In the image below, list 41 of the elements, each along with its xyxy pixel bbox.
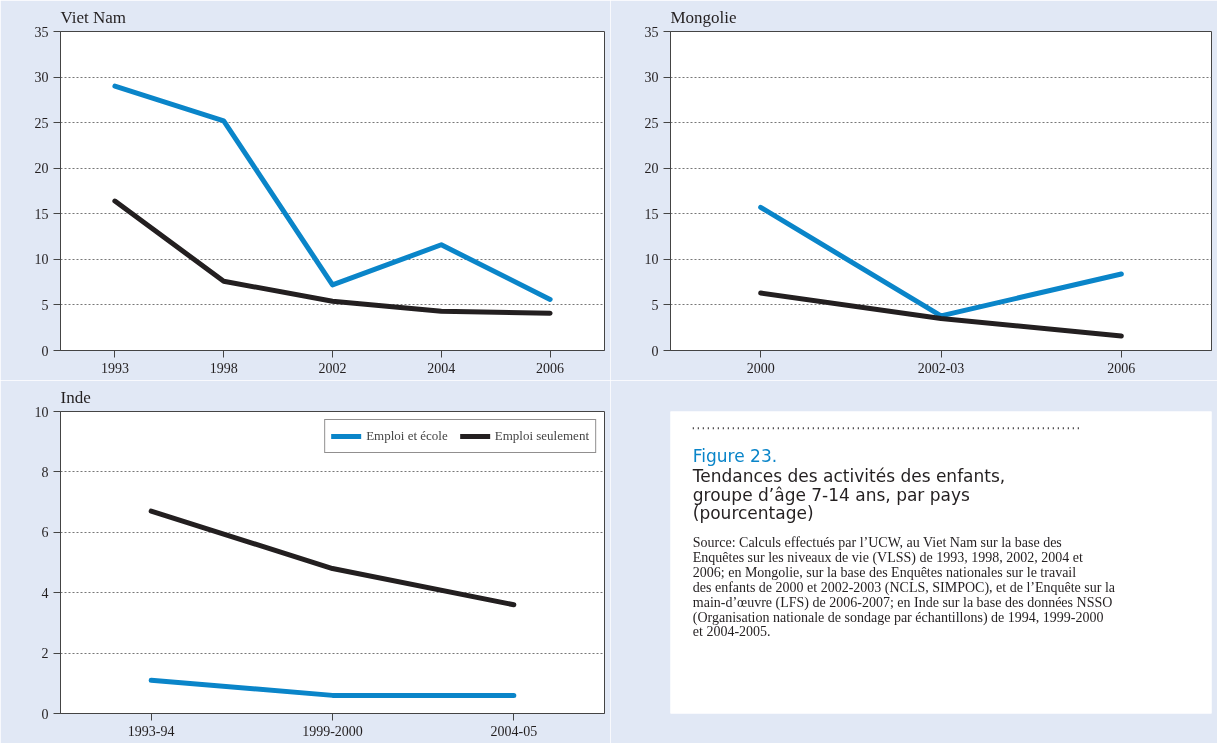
x-tick-label: 2004-05 xyxy=(490,723,538,739)
x-tick-label: 2002 xyxy=(318,360,347,376)
chart-title: Viet Nam xyxy=(60,7,127,27)
x-tick-label: 2000 xyxy=(746,360,775,376)
y-tick-label: 0 xyxy=(41,706,49,722)
y-tick-label: 5 xyxy=(651,297,659,313)
x-tick-label: 1998 xyxy=(209,360,238,376)
x-tick-label: 1993-94 xyxy=(127,723,175,739)
y-tick-label: 15 xyxy=(644,206,659,222)
y-tick-label: 8 xyxy=(41,464,49,480)
chart-title: Mongolie xyxy=(670,7,737,27)
chart-title: Inde xyxy=(60,387,91,407)
x-tick-label: 1999-2000 xyxy=(302,723,363,739)
y-tick-label: 0 xyxy=(651,343,659,359)
y-tick-label: 10 xyxy=(34,404,49,420)
y-tick-label: 10 xyxy=(34,252,49,268)
y-tick-label: 30 xyxy=(34,70,49,86)
y-tick-label: 25 xyxy=(34,115,49,131)
y-tick-label: 10 xyxy=(644,252,659,268)
y-tick-label: 6 xyxy=(41,525,49,541)
x-tick-label: 2006 xyxy=(1107,360,1136,376)
legend-label: Emploi et école xyxy=(366,428,448,444)
y-tick-label: 25 xyxy=(644,115,659,131)
text: Figure 23. xyxy=(692,446,778,467)
x-tick-label: 2004 xyxy=(427,360,456,376)
y-tick-label: 35 xyxy=(644,24,659,40)
y-tick-label: 2 xyxy=(41,646,49,662)
y-tick-label: 4 xyxy=(41,585,49,601)
y-tick-label: 20 xyxy=(644,161,659,177)
legend-label: Emploi seulement xyxy=(494,428,589,444)
y-tick-label: 35 xyxy=(34,24,49,40)
y-tick-label: 0 xyxy=(41,343,49,359)
y-tick-label: 20 xyxy=(34,161,49,177)
text: Tendances des activités des enfants, groupe d’âge 7-14 ans, par pays (pourcentage) xyxy=(691,466,1006,524)
source-note: Source: Calculs effectués par l’UCW, au Viet Nam sur la base des Enquêtes sur les niveaux de vie (VLSS) de 1993, 1998, 2002, 2004 et 2006; en Mongolie, sur la base des Enquêtes nationales sur le travail des enfants de 2000 et 2002-2003 (NCLS, SIMPOC), et de l’Enquête sur la main-d’œuvre (LFS) de 2006-2007; en Inde sur la base des données NSSO (Organisation nationale de sondage par échantillons) de 1994, 1999-2000 et 2004-2005. xyxy=(692,534,1116,640)
x-tick-label: 2002-03 xyxy=(917,360,965,376)
y-tick-label: 30 xyxy=(644,70,659,86)
x-tick-label: 2006 xyxy=(536,360,565,376)
y-tick-label: 15 xyxy=(34,206,49,222)
y-tick-label: 5 xyxy=(41,297,49,313)
x-tick-label: 1993 xyxy=(100,360,129,376)
